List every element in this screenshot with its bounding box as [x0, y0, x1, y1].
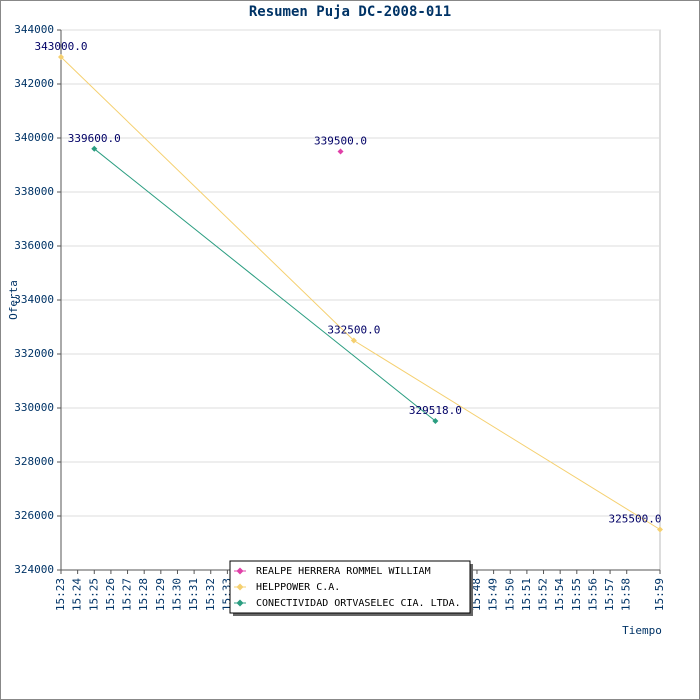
legend-label: CONECTIVIDAD ORTVASELEC CIA. LTDA.: [256, 598, 461, 609]
y-tick-label: 340000: [14, 131, 54, 144]
legend-marker: [236, 599, 244, 607]
x-tick-label: 15:29: [154, 578, 167, 611]
y-tick-label: 334000: [14, 293, 54, 306]
y-tick-label: 338000: [14, 185, 54, 198]
y-tick-label: 328000: [14, 455, 54, 468]
data-point: [337, 148, 344, 155]
data-point: [432, 418, 439, 425]
x-tick-label: 15:26: [104, 578, 117, 611]
value-label: 325500.0: [609, 513, 662, 526]
data-point: [58, 54, 64, 60]
x-tick-label: 15:56: [586, 578, 599, 611]
y-tick-label: 330000: [14, 401, 54, 414]
data-point: [657, 526, 663, 533]
x-tick-label: 15:52: [537, 578, 550, 611]
x-tick-label: 15:32: [204, 578, 217, 611]
value-label: 343000.0: [35, 40, 88, 53]
x-tick-label: 15:27: [121, 578, 134, 611]
y-axis-label: Oferta: [7, 280, 20, 320]
y-tick-label: 332000: [14, 347, 54, 360]
value-label: 332500.0: [327, 324, 380, 337]
x-tick-label: 15:59: [653, 578, 666, 611]
x-tick-label: 15:31: [187, 578, 200, 611]
x-tick-label: 15:51: [520, 578, 533, 611]
legend: [229, 560, 471, 614]
value-label: 329518.0: [409, 404, 462, 417]
x-tick-label: 15:58: [620, 578, 633, 611]
legend-marker: [236, 583, 244, 591]
legend-marker: [236, 567, 244, 575]
x-tick-label: 15:48: [470, 578, 483, 611]
y-tick-label: 342000: [14, 77, 54, 90]
y-tick-label: 336000: [14, 239, 54, 252]
x-tick-label: 15:55: [570, 578, 583, 611]
value-label: 339600.0: [68, 132, 121, 145]
y-tick-label: 344000: [14, 23, 54, 36]
x-tick-label: 15:30: [170, 578, 183, 611]
y-tick-label: 326000: [14, 509, 54, 522]
x-axis-label: Tiempo: [622, 624, 662, 637]
legend-label: HELPPOWER C.A.: [256, 582, 340, 593]
value-label: 339500.0: [314, 135, 367, 148]
x-tick-label: 15:25: [87, 578, 100, 611]
x-tick-label: 15:23: [54, 578, 67, 611]
data-point: [91, 145, 98, 152]
x-tick-label: 15:28: [137, 578, 150, 611]
chart-title: Resumen Puja DC-2008-011: [249, 4, 451, 20]
y-tick-label: 324000: [14, 563, 54, 576]
x-tick-label: 15:50: [503, 578, 516, 611]
x-tick-label: 15:57: [603, 578, 616, 611]
series-line: [93, 148, 436, 422]
x-tick-label: 15:24: [71, 578, 84, 611]
x-tick-label: 15:49: [487, 578, 500, 611]
x-tick-label: 15:54: [553, 578, 566, 611]
data-point: [350, 337, 357, 344]
legend-label: REALPE HERRERA ROMMEL WILLIAM: [256, 566, 431, 577]
